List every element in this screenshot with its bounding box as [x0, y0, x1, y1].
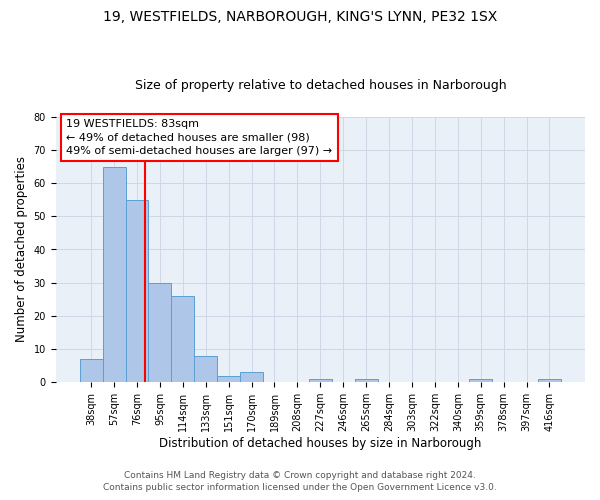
Text: 19, WESTFIELDS, NARBOROUGH, KING'S LYNN, PE32 1SX: 19, WESTFIELDS, NARBOROUGH, KING'S LYNN,… [103, 10, 497, 24]
Bar [469, 379, 492, 382]
Bar [538, 379, 561, 382]
Bar [103, 166, 125, 382]
Bar [240, 372, 263, 382]
Bar [172, 296, 194, 382]
Bar [194, 356, 217, 382]
Bar [309, 379, 332, 382]
Bar [217, 376, 240, 382]
Text: 19 WESTFIELDS: 83sqm
← 49% of detached houses are smaller (98)
49% of semi-detac: 19 WESTFIELDS: 83sqm ← 49% of detached h… [66, 120, 332, 156]
X-axis label: Distribution of detached houses by size in Narborough: Distribution of detached houses by size … [159, 437, 482, 450]
Text: Contains HM Land Registry data © Crown copyright and database right 2024.
Contai: Contains HM Land Registry data © Crown c… [103, 471, 497, 492]
Bar [80, 359, 103, 382]
Bar [355, 379, 377, 382]
Bar [125, 200, 148, 382]
Bar [148, 282, 172, 382]
Title: Size of property relative to detached houses in Narborough: Size of property relative to detached ho… [134, 79, 506, 92]
Y-axis label: Number of detached properties: Number of detached properties [15, 156, 28, 342]
